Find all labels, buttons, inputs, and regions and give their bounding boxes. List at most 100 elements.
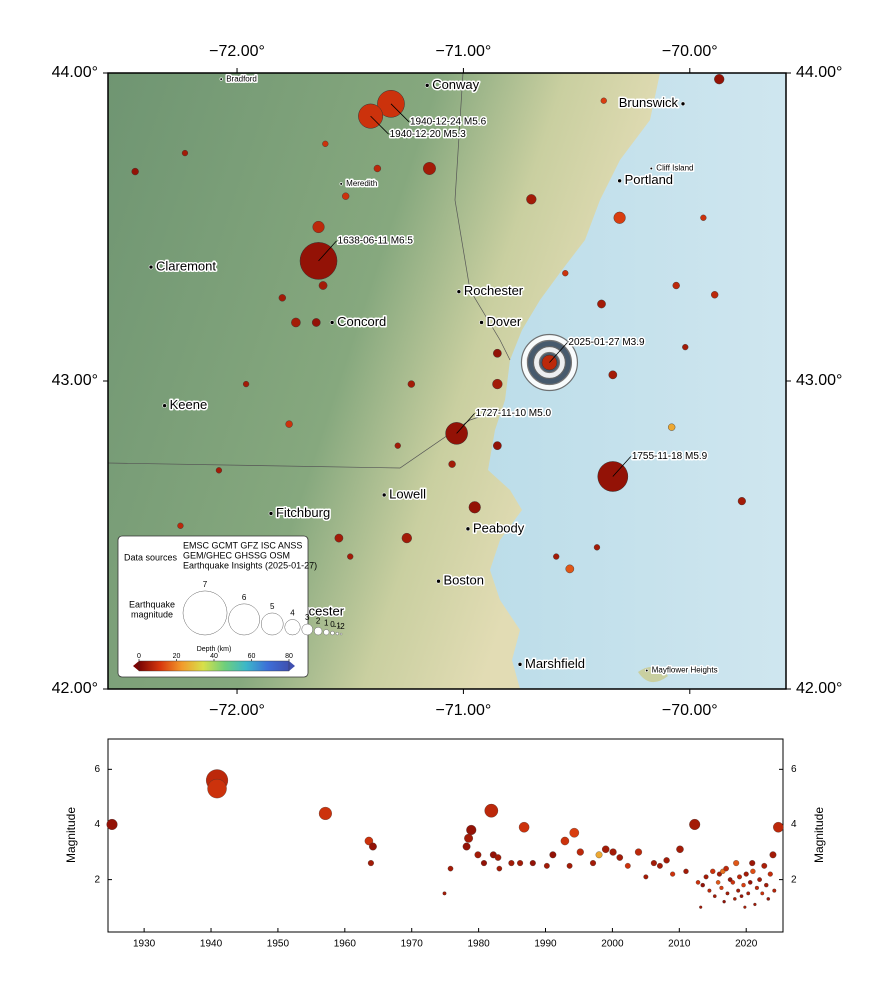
point	[462, 842, 471, 851]
earthquake	[291, 317, 301, 328]
legend-magnitude-circle	[339, 632, 343, 636]
point	[703, 874, 709, 880]
point	[764, 882, 769, 888]
legend-depth-title: Depth (km)	[197, 646, 232, 653]
state-border	[454, 73, 511, 361]
leader-line	[370, 115, 389, 135]
city-label: Meredith	[346, 179, 377, 188]
earthquake	[342, 192, 350, 200]
point	[657, 862, 663, 869]
point	[474, 851, 482, 859]
earthquake	[682, 344, 689, 351]
colorbar	[138, 660, 290, 672]
point	[464, 833, 473, 843]
chart-layer: 1930 1940 1950 1960 1970 1980 1990 2000 2010 2020…	[94, 764, 797, 950]
y2-axis-label: Magnitude	[812, 807, 826, 863]
earthquake	[373, 164, 382, 173]
x-tick-label: 1950	[267, 939, 290, 950]
legend-sources-title: Data sources	[124, 552, 178, 562]
city-label: Concord	[337, 314, 386, 329]
colorbar-tick-label: 60	[248, 653, 256, 660]
x-tick-label: 1960	[334, 939, 357, 950]
point	[766, 897, 771, 901]
x-tick-label: −72.00°	[209, 43, 265, 60]
leader-line	[549, 342, 568, 363]
city-dot	[645, 668, 649, 673]
earthquake	[613, 211, 626, 224]
point	[689, 818, 701, 830]
event-label: 1638-06-11 M6.5	[338, 236, 414, 247]
point	[595, 851, 603, 859]
point	[715, 880, 721, 885]
x-tick-label: 2020	[735, 939, 758, 950]
y-tick-label: 42.00°	[796, 680, 842, 697]
point	[733, 897, 737, 901]
y-tick-label: 43.00°	[52, 372, 98, 389]
point	[676, 845, 684, 854]
colorbar-end	[289, 661, 295, 671]
x-tick-label: −72.00°	[209, 702, 265, 719]
x-tick-label: −70.00°	[662, 43, 718, 60]
colorbar-tick-label: 20	[173, 653, 181, 660]
ocean	[488, 73, 786, 689]
earthquake	[131, 167, 139, 176]
point	[743, 871, 749, 877]
legend-magnitude-title: Earthquake	[129, 599, 175, 609]
y-tick-label: 2	[94, 874, 100, 885]
city-label: Mayflower Heights	[652, 666, 718, 675]
x-tick-label: 1970	[401, 939, 424, 950]
event-label: 1755-11-18 M5.9	[632, 451, 708, 462]
point	[480, 860, 487, 867]
legend-magnitude-label: 2	[316, 616, 321, 625]
point	[761, 862, 768, 869]
x-tick-label: 1980	[467, 939, 490, 950]
point	[663, 857, 670, 864]
point	[442, 891, 447, 896]
legend-magnitude-label: 4	[290, 609, 295, 618]
leader-line	[318, 240, 337, 262]
earthquake	[242, 380, 250, 388]
map-layer: −72.00° −72.00° −71.00° −71.00° −70.00° −70.0…	[52, 43, 843, 719]
earthquake	[334, 533, 344, 543]
legend-magnitude-label: 7	[203, 580, 208, 589]
earthquake	[407, 380, 416, 388]
legend-magnitude-circle	[314, 626, 323, 636]
point	[566, 862, 573, 869]
point	[601, 845, 610, 854]
city-label: Brunswick	[619, 95, 679, 110]
point	[494, 854, 502, 861]
leader-line	[612, 456, 632, 477]
legend-magnitude-label: 5	[270, 602, 275, 611]
point	[757, 877, 762, 882]
point	[695, 880, 701, 885]
legend-magnitude-circle	[228, 603, 260, 636]
chart-frame	[107, 738, 784, 933]
point	[624, 862, 631, 869]
city-label: Fitchburg	[276, 505, 330, 520]
point	[737, 874, 742, 880]
point	[741, 882, 746, 888]
earthquake	[593, 544, 601, 551]
earthquake	[401, 532, 412, 544]
city-label: Boston	[444, 573, 484, 588]
city-label: Cliff Island	[656, 164, 693, 173]
point	[643, 874, 649, 880]
y-tick-label: 44.00°	[796, 64, 842, 81]
x-tick-label: 2010	[668, 939, 691, 950]
city-dot	[649, 166, 653, 171]
state-border	[108, 409, 501, 469]
city-dot	[381, 492, 387, 498]
point	[739, 894, 744, 898]
legend-magnitude-title: magnitude	[131, 609, 173, 619]
earthquake	[608, 370, 618, 380]
city-label: Bradford	[226, 74, 257, 83]
earthquake	[526, 194, 537, 205]
city-dot	[268, 511, 274, 516]
city-dot	[436, 578, 441, 584]
point	[466, 824, 477, 836]
y2-tick-label: 2	[791, 874, 797, 885]
earthquake	[448, 460, 456, 468]
point	[496, 865, 503, 872]
point	[727, 877, 733, 882]
